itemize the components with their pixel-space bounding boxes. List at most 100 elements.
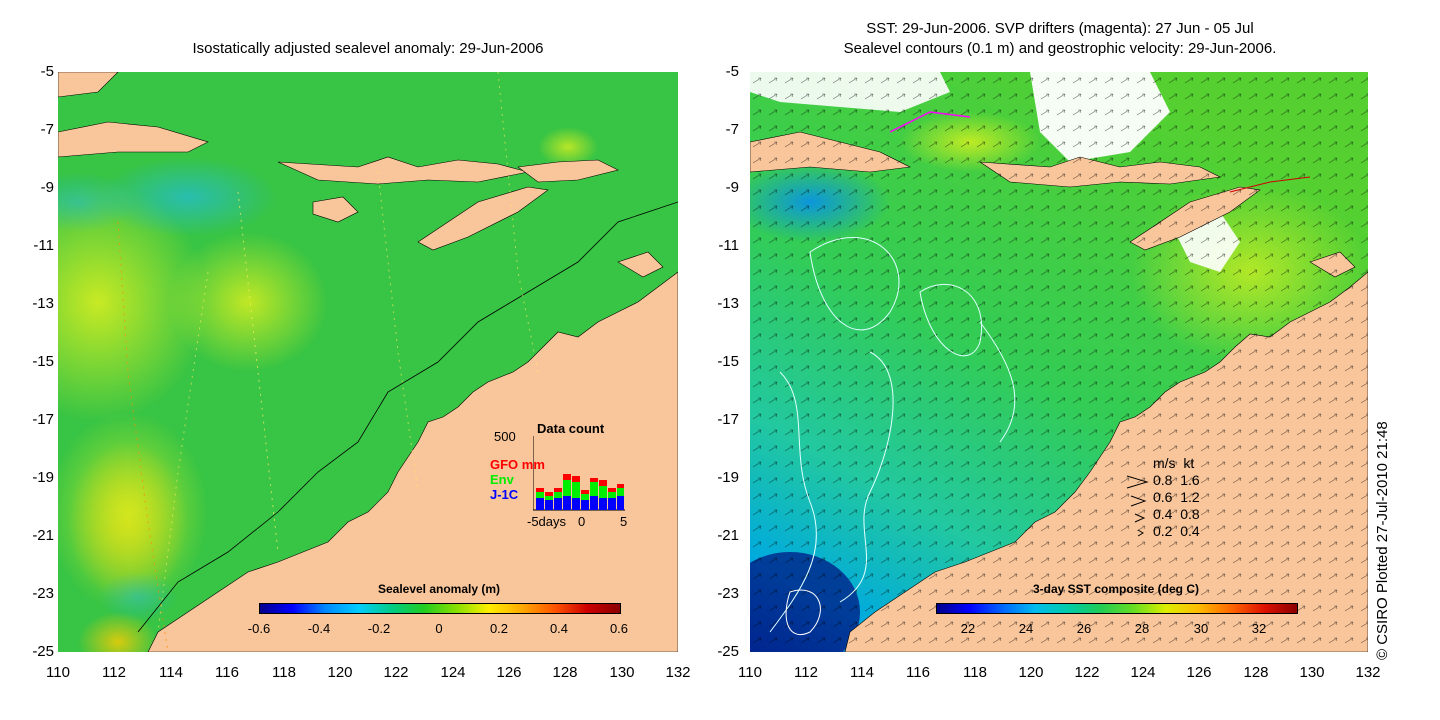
left-y-tick: -11 [33,237,54,254]
velocity-legend-row: 0.6 1.2 [1153,489,1200,505]
right-x-tick: 132 [1355,664,1381,681]
right-y-tick: -11 [718,237,739,254]
sst-colorbar-tick: 32 [1251,621,1267,636]
bar-day-10 [617,484,624,510]
right-x-tick: 130 [1299,664,1325,681]
sst-map [750,72,1368,652]
left-y-tick: -21 [32,527,54,544]
left-y-tick: -25 [32,643,54,660]
bar-day-5 [572,476,580,510]
sst-colorbar-title: 3-day SST composite (deg C) [1032,582,1200,596]
right-y-tick: -21 [717,527,739,544]
lesser-sunda-islands [277,156,529,185]
bar-day-7 [590,478,598,510]
right-x-tick: 110 [738,664,762,681]
right-y-tick: -19 [717,469,739,486]
data-count-bars [533,436,625,511]
left-x-tick: 126 [496,664,522,681]
right-x-tick: 128 [1243,664,1269,681]
java-island [58,121,209,158]
bar-day-2 [545,492,553,510]
borneo-coast [58,72,119,98]
left-y-tick: -5 [40,63,54,80]
left-y-tick: -17 [32,411,54,428]
velocity-legend-row: 0.2 0.4 [1153,523,1200,539]
left-y-tick: -15 [32,353,54,370]
sealevel-colorbar-tick: -0.4 [307,621,331,636]
bar-day-6 [581,490,589,510]
left-x-tick: 110 [46,664,70,681]
left-x-tick: 132 [665,664,691,681]
australia-landmass [147,271,678,652]
left-x-tick: 120 [327,664,353,681]
left-x-tick: 128 [552,664,578,681]
bar-day-8 [599,480,607,510]
data-count-x-tick: 0 [578,514,586,529]
left-x-tick: 114 [159,664,183,681]
sealevel-colorbar-tick: -0.2 [367,621,391,636]
sst-colorbar-tick: 30 [1193,621,1209,636]
velocity-legend-arrows [1126,475,1149,537]
sst-colorbar-tick: 26 [1076,621,1092,636]
flores-island [517,159,619,183]
right-map-title-line1: SST: 29-Jun-2006. SVP drifters (magenta)… [866,20,1254,37]
bar-day-3 [554,488,562,510]
data-count-ymax: 500 [494,429,516,444]
sealevel-colorbar-tick: 0.4 [549,621,569,636]
left-y-tick: -19 [32,469,54,486]
sealevel-colorbar-title: Sealevel anomaly (m) [377,582,501,596]
right-x-tick: 118 [963,664,987,681]
data-count-series-env: Env [490,472,514,487]
right-x-tick: 116 [906,664,930,681]
left-y-tick: -23 [32,585,54,602]
right-x-tick: 126 [1186,664,1212,681]
right-y-tick: -7 [725,121,739,138]
sealevel-colorbar-tick: -0.6 [247,621,271,636]
right-y-tick: -13 [717,295,739,312]
timor-island [417,186,549,251]
sealevel-colorbar-tick: 0 [435,621,443,636]
left-x-tick: 112 [102,664,126,681]
left-map-title: Isostatically adjusted sealevel anomaly:… [192,40,544,57]
bar-day-1 [536,488,544,510]
right-y-tick: -5 [725,63,739,80]
left-x-tick: 124 [440,664,466,681]
sealevel-colorbar-tick: 0.6 [609,621,629,636]
data-count-series-j1c: J-1C [490,487,519,502]
sealevel-anomaly-map [58,72,678,652]
data-count-x-tick: 5 [620,514,628,529]
small-island [617,251,664,278]
right-y-tick: -9 [725,179,739,196]
sst-map-svg [750,72,1368,652]
velocity-legend-row: 0.8 1.6 [1153,472,1200,488]
velocity-legend-row: 0.4 0.8 [1153,506,1200,522]
right-y-tick: -17 [717,411,739,428]
left-y-tick: -9 [40,179,54,196]
sealevel-colorbar [259,603,621,614]
data-count-title: Data count [537,421,605,436]
velocity-legend-header: m/s kt [1153,455,1195,471]
right-y-tick: -23 [717,585,739,602]
left-x-tick: 116 [215,664,239,681]
right-y-tick: -25 [717,643,739,660]
right-y-tick: -15 [717,353,739,370]
right-x-tick: 122 [1074,664,1100,681]
left-x-tick: 122 [383,664,409,681]
bar-day-4 [563,474,571,510]
right-map-title-line2: Sealevel contours (0.1 m) and geostrophi… [843,40,1277,57]
sealevel-colorbar-tick: 0.2 [489,621,509,636]
left-y-tick: -13 [32,295,54,312]
sst-colorbar-tick: 28 [1134,621,1150,636]
right-x-tick: 112 [794,664,818,681]
sst-colorbar-tick: 24 [1018,621,1034,636]
left-x-tick: 118 [272,664,296,681]
copyright-notice: © CSIRO Plotted 27-Jul-2010 21:48 [1374,421,1391,660]
sealevel-anomaly-map-svg [58,72,678,652]
series-gfo-name: GFO [490,457,519,472]
left-x-tick: 130 [609,664,635,681]
right-x-tick: 120 [1018,664,1044,681]
right-x-tick: 114 [850,664,874,681]
bar-day-9 [608,488,616,510]
left-y-tick: -7 [40,121,54,138]
sst-colorbar-tick: 22 [960,621,976,636]
